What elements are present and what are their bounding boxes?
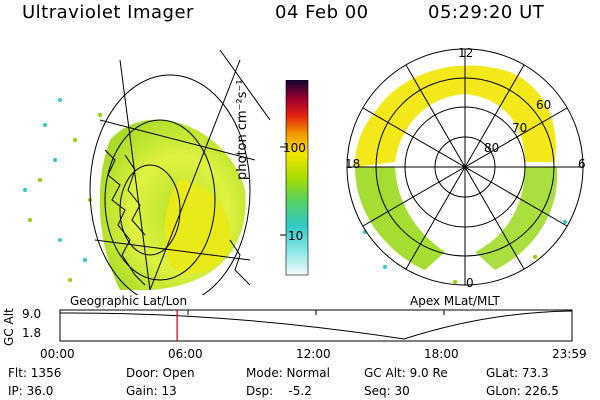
apex-polar-panel	[346, 48, 584, 286]
aurora-emission-left	[23, 98, 246, 290]
info-gc-alt: GC Alt: 9.0 Re	[364, 366, 448, 380]
timeline-tick-0000: 00:00	[40, 347, 75, 361]
timeline-ylabel: GC Alt	[2, 308, 16, 346]
colorbar-tick-10: 10	[288, 229, 304, 243]
right-panel-title: Apex MLat/MLT	[410, 294, 500, 308]
mlt-label-0: 0	[466, 276, 474, 290]
colorbar-unit-label: photon cm⁻²s⁻¹	[235, 79, 250, 180]
info-door: Door: Open	[126, 366, 195, 380]
geographic-image-panel	[23, 49, 270, 295]
timeline-tick-1200: 12:00	[296, 347, 331, 361]
instrument-title: Ultraviolet Imager	[22, 2, 194, 23]
info-flight: Flt: 1356	[8, 366, 62, 380]
lat-lon-grid	[89, 49, 270, 295]
mlat-label-80: 80	[484, 141, 500, 155]
info-dsp: Dsp: -5.2	[246, 384, 312, 398]
info-glat: GLat: 73.3	[486, 366, 549, 380]
mlt-label-6: 6	[578, 157, 586, 171]
orbit-altitude-timeline	[59, 309, 573, 342]
colorbar-tick-100: 100	[283, 141, 306, 155]
aurora-emission-right	[355, 65, 567, 284]
left-panel-title: Geographic Lat/Lon	[70, 294, 188, 308]
timeline-y-bottom: 1.8	[22, 326, 42, 340]
mlt-label-18: 18	[345, 157, 361, 171]
mlat-label-60: 60	[536, 98, 552, 112]
timeline-tick-1800: 18:00	[424, 347, 459, 361]
header-date: 04 Feb 00	[275, 2, 369, 23]
info-glon: GLon: 226.5	[486, 384, 559, 398]
timeline-tick-2359: 23:59	[552, 347, 587, 361]
mlat-label-70: 70	[512, 121, 528, 135]
mlt-spokes	[347, 49, 583, 285]
mlt-label-12: 12	[458, 46, 474, 60]
colorbar	[280, 80, 309, 276]
timeline-y-top: 9.0	[22, 307, 42, 321]
header-time: 05:29:20 UT	[428, 2, 545, 23]
info-seq: Seq: 30	[364, 384, 410, 398]
info-gain: Gain: 13	[126, 384, 177, 398]
info-ip: IP: 36.0	[8, 384, 54, 398]
info-mode: Mode: Normal	[246, 366, 330, 380]
timeline-tick-0600: 06:00	[168, 347, 203, 361]
coastline	[104, 149, 251, 286]
